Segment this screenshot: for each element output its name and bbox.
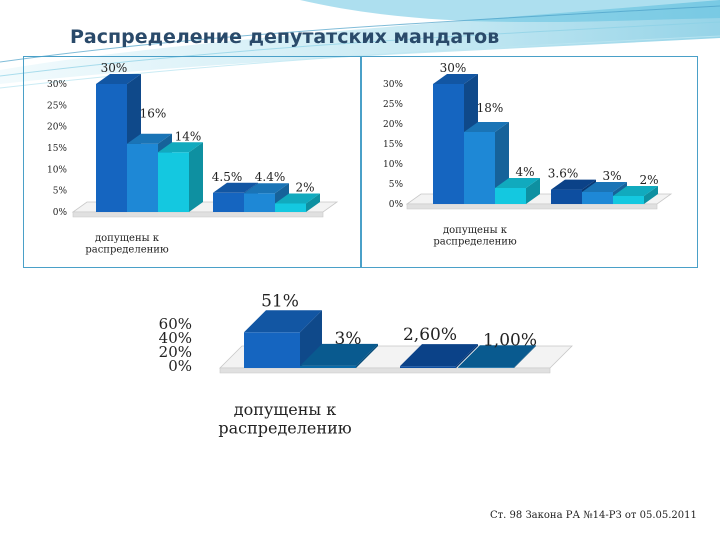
chart-2-data-label: 3.6%: [548, 167, 579, 181]
chart-3-data-label: 51%: [261, 291, 299, 311]
chart-2-data-label: 30%: [440, 61, 467, 75]
chart-3-ytick-label: 0%: [168, 357, 192, 375]
chart-3-floor-edge: [219, 367, 551, 374]
chart-1-ytick-label: 0%: [53, 208, 68, 218]
chart-3-category-label: допущены к распределению: [218, 400, 351, 437]
chart-2-category-label: допущены к распределению: [433, 225, 517, 248]
chart-3-bar: [400, 344, 478, 368]
chart-1-ytick-label: 10%: [47, 165, 67, 175]
chart-2-bar: [495, 178, 540, 204]
chart-3-data-label: 1,00%: [483, 330, 537, 350]
chart-2-bar: [613, 186, 658, 204]
chart-1-data-label: 16%: [140, 107, 167, 121]
chart-2-plot: 30% 25% 20% 15% 10% 5% 0% 30% 18% 4% 3.6% 3% 2% допущ…: [383, 61, 673, 248]
chart-1-ytick-label: 20%: [47, 123, 67, 133]
chart-panel-2-border: [361, 56, 698, 268]
chart-1-bar: [96, 74, 141, 212]
chart-3-ytick-label: 20%: [159, 343, 192, 361]
chart-1-plot: 30% 25% 20% 15% 10% 5% 0% 30% 16% 14% 4.5% 4.4% 2% до…: [47, 61, 339, 256]
chart-3-bar: [458, 345, 536, 368]
chart-2-floor-edge: [406, 203, 658, 210]
chart-1-data-label: 4.5%: [212, 170, 243, 184]
chart-1-ytick-label: 25%: [47, 101, 67, 111]
chart-2-ytick-label: 25%: [383, 100, 403, 110]
footer-source: Ст. 98 Закона РА №14-РЗ от 05.05.2011: [490, 510, 697, 521]
chart-3-plot: 60%40%20%0% 51% 3% 2,60% 1,00% допущены к расп…: [159, 291, 573, 437]
chart-2-ytick-label: 5%: [389, 180, 404, 190]
chart-1-floor-edge: [72, 211, 324, 218]
chart-1-data-label: 30%: [101, 61, 128, 75]
chart-3-bar: [300, 343, 378, 368]
chart-panel-1-border: [23, 56, 361, 268]
chart-1-ytick-label: 5%: [53, 187, 68, 197]
chart-2-data-label: 18%: [477, 101, 504, 115]
chart-3: 60%40%20%0% 51% 3% 2,60% 1,00% допущены к расп…: [159, 291, 573, 437]
chart-2-bar: [464, 122, 509, 204]
chart-1-ytick-label: 30%: [47, 80, 67, 90]
chart-3-ytick-label: 60%: [159, 315, 192, 333]
chart-2-ytick-label: 20%: [383, 120, 403, 130]
chart-1-bar: [275, 193, 320, 212]
chart-2-ytick-label: 10%: [383, 160, 403, 170]
chart-3-data-label: 3%: [335, 329, 362, 349]
chart-1-category-label: допущены к распределению: [85, 233, 169, 256]
page-title: Распределение депутатских мандатов: [70, 26, 500, 48]
chart-1-data-label: 4.4%: [255, 170, 286, 184]
chart-2: 30% 25% 20% 15% 10% 5% 0% 30% 18% 4% 3.6% 3% 2% допущ…: [383, 61, 673, 248]
chart-3-bar: [244, 310, 322, 368]
chart-2-data-label: 3%: [602, 169, 621, 183]
chart-2-ytick-label: 30%: [383, 80, 403, 90]
chart-2-data-label: 2%: [639, 173, 658, 187]
chart-1-data-label: 14%: [175, 129, 202, 143]
chart-3-ytick-label: 40%: [159, 329, 192, 347]
chart-3-data-label: 2,60%: [403, 325, 457, 345]
chart-1-data-label: 2%: [295, 180, 314, 194]
chart-2-ytick-label: 15%: [383, 140, 403, 150]
chart-1: 30% 25% 20% 15% 10% 5% 0% 30% 16% 14% 4.5% 4.4% 2% до…: [47, 61, 339, 256]
chart-2-data-label: 4%: [515, 165, 534, 179]
chart-1-bar: [158, 142, 203, 212]
chart-1-ytick-label: 15%: [47, 144, 67, 154]
chart-2-ytick-label: 0%: [389, 200, 404, 210]
